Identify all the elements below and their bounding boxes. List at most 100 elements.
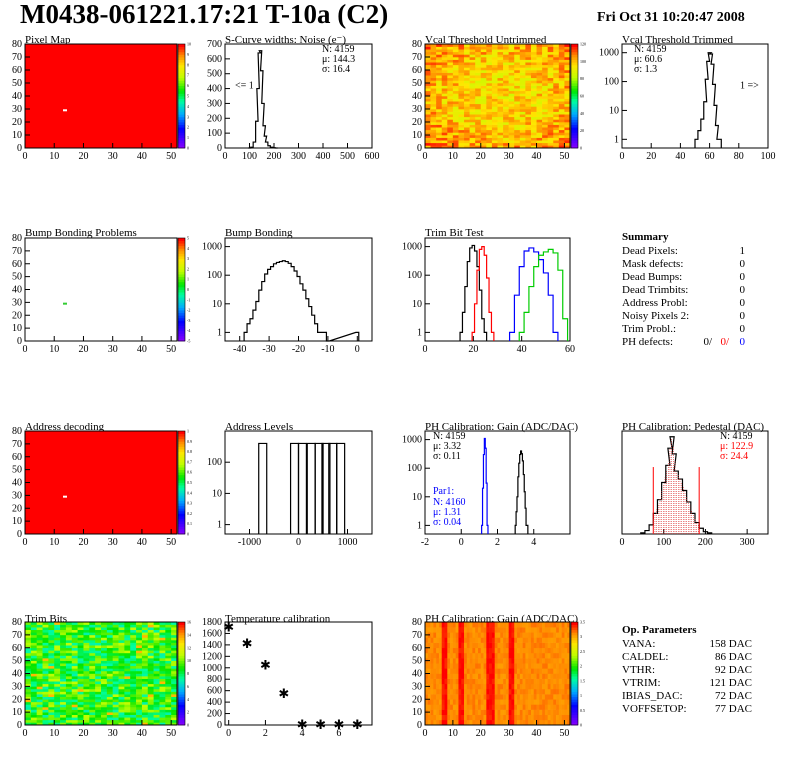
- heatmap-cell: [475, 75, 482, 79]
- heatmap-cell: [159, 634, 166, 638]
- heatmap-cell: [60, 706, 67, 710]
- heatmap-cell: [514, 142, 521, 146]
- colorbar-step: [571, 714, 578, 718]
- heatmap-cell: [147, 645, 154, 649]
- heatmap-cell: [112, 691, 119, 695]
- colorbar-tick-label: 80: [580, 76, 584, 81]
- heatmap-cell: [452, 673, 456, 679]
- colorbar-step: [178, 77, 185, 81]
- heatmap-cell: [441, 142, 448, 146]
- colorbar-step: [178, 694, 185, 698]
- heatmap-cell: [60, 670, 67, 674]
- heatmap-cell: [464, 627, 468, 633]
- chart-title: S-Curve widths: Noise (e⁻): [225, 34, 346, 46]
- heatmap-cell: [464, 137, 470, 141]
- colorbar-step: [178, 75, 185, 79]
- heatmap-cell: [475, 699, 479, 705]
- heatmap-cell: [60, 712, 67, 715]
- heatmap-cell: [477, 699, 482, 705]
- heatmap-cell: [436, 49, 443, 53]
- heatmap-cell: [171, 681, 178, 685]
- heatmap-cell: [42, 699, 49, 703]
- heatmap-cell: [171, 624, 178, 628]
- heatmap-cell: [65, 706, 73, 710]
- colorbar-step: [178, 338, 185, 342]
- colorbar-step: [178, 243, 185, 247]
- heatmap-cell: [441, 75, 448, 79]
- heatmap-cell: [171, 632, 178, 636]
- heatmap-cell: [65, 658, 73, 661]
- heatmap-cell: [36, 673, 43, 677]
- heatmap-cell: [438, 663, 443, 669]
- heatmap-cell: [480, 642, 484, 649]
- heatmap-cell: [530, 704, 535, 710]
- heatmap-cell: [550, 694, 554, 700]
- heatmap-cell: [430, 668, 434, 674]
- heatmap-cell: [553, 90, 560, 94]
- heatmap-cell: [425, 694, 429, 700]
- heatmap-cell: [514, 101, 521, 105]
- heatmap-cell: [542, 98, 548, 102]
- heatmap-cell: [491, 142, 498, 146]
- colorbar-step: [571, 624, 578, 628]
- heatmap-cell: [458, 688, 462, 695]
- x-tick-label: 4: [300, 728, 305, 739]
- heatmap-cell: [508, 622, 512, 628]
- heatmap-cell: [89, 650, 96, 654]
- heatmap-cell: [511, 642, 515, 649]
- heatmap-cell: [519, 124, 526, 128]
- heatmap-cell: [65, 650, 73, 654]
- heatmap-cell: [508, 116, 515, 120]
- heatmap-cell: [475, 109, 482, 112]
- heatmap-cell: [522, 658, 526, 664]
- heatmap-cell: [95, 712, 102, 715]
- colorbar-step: [178, 106, 185, 110]
- colorbar-step: [178, 640, 185, 643]
- heatmap-cell: [48, 699, 55, 703]
- heatmap-cell: [147, 637, 154, 641]
- heatmap-cell: [491, 59, 498, 63]
- heatmap-cell: [458, 129, 465, 133]
- heatmap-cell: [480, 627, 484, 633]
- heatmap-cell: [106, 699, 113, 703]
- heatmap-cell: [550, 673, 554, 679]
- scatter-point: ✱: [315, 717, 326, 732]
- heatmap-cell: [48, 683, 55, 687]
- heatmap-cell: [525, 80, 532, 84]
- heatmap-cell: [553, 145, 560, 149]
- colorbar-tick-label: 100: [580, 59, 586, 64]
- heatmap-cell: [60, 696, 67, 700]
- colorbar-step: [571, 650, 578, 654]
- heatmap-cell: [447, 694, 451, 700]
- heatmap-cell: [89, 709, 96, 713]
- heatmap-cell: [77, 712, 84, 715]
- heatmap-cell: [486, 85, 493, 89]
- heatmap-cell: [497, 719, 501, 726]
- heatmap-cell: [433, 719, 437, 726]
- heatmap-cell: [528, 704, 532, 710]
- heatmap-cell: [136, 673, 143, 677]
- heatmap-cell: [497, 77, 504, 81]
- heatmap-cell: [542, 145, 548, 149]
- colorbar-step: [178, 312, 185, 316]
- heatmap-cell: [112, 694, 119, 697]
- heatmap-cell: [500, 714, 504, 721]
- heatmap-cell: [118, 717, 125, 721]
- heatmap-cell: [475, 80, 482, 84]
- heatmap-cell: [542, 704, 546, 710]
- colorbar-tick-label: 1: [580, 693, 582, 698]
- heatmap-cell: [489, 714, 493, 721]
- heatmap-cell: [491, 622, 496, 628]
- heatmap-cell: [469, 622, 473, 628]
- heatmap-cell: [171, 722, 178, 726]
- heatmap-cell: [489, 647, 493, 654]
- heatmap-cell: [101, 650, 108, 654]
- y-tick-label: 1: [217, 520, 222, 531]
- heatmap-cell: [60, 691, 67, 695]
- heatmap-cell: [441, 658, 445, 664]
- heatmap-cell: [441, 632, 445, 638]
- heatmap-cell: [430, 140, 437, 144]
- heatmap-cell: [89, 696, 96, 700]
- heatmap-cell: [458, 111, 465, 115]
- heatmap-cell: [458, 49, 465, 53]
